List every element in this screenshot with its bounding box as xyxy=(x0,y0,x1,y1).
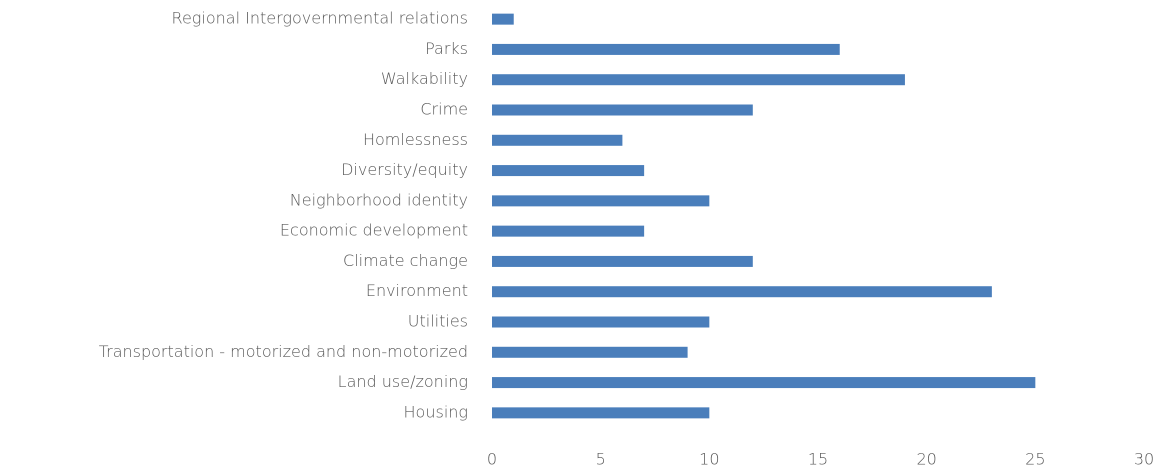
bar xyxy=(492,134,623,146)
bar xyxy=(492,104,753,116)
y-tick-label: Environment xyxy=(366,281,468,300)
x-tick-label: 15 xyxy=(808,450,828,469)
bar xyxy=(492,316,710,328)
x-tick-label: 25 xyxy=(1025,450,1045,469)
y-tick-label: Crime xyxy=(420,100,468,119)
y-tick-label: Utilities xyxy=(408,312,468,331)
bar xyxy=(492,195,710,207)
y-tick-label: Diversity/equity xyxy=(341,160,468,179)
y-tick-label: Parks xyxy=(425,39,468,58)
x-tick-label: 5 xyxy=(596,450,606,469)
bar xyxy=(492,13,514,25)
bar xyxy=(492,225,645,237)
x-tick-label: 20 xyxy=(916,450,936,469)
bar xyxy=(492,165,645,177)
bar xyxy=(492,255,753,267)
bar xyxy=(492,74,905,86)
x-tick-label: 0 xyxy=(487,450,497,469)
y-tick-label: Climate change xyxy=(343,251,468,270)
bar xyxy=(492,286,992,298)
bar xyxy=(492,346,688,358)
bar xyxy=(492,407,710,419)
y-tick-label: Transportation - motorized and non-motor… xyxy=(99,342,468,361)
y-tick-label: Walkability xyxy=(381,69,468,88)
bar xyxy=(492,377,1036,389)
y-tick-label: Housing xyxy=(404,402,468,421)
x-tick-label: 10 xyxy=(699,450,719,469)
x-tick-label: 30 xyxy=(1134,450,1154,469)
y-tick-label: Homlessness xyxy=(363,130,468,149)
y-tick-label: Economic development xyxy=(280,221,468,240)
bar xyxy=(492,43,840,55)
y-tick-label: Regional Intergovernmental relations xyxy=(172,9,468,28)
y-tick-label: Neighborhood identity xyxy=(290,190,468,209)
y-tick-label: Land use/zoning xyxy=(338,372,468,391)
